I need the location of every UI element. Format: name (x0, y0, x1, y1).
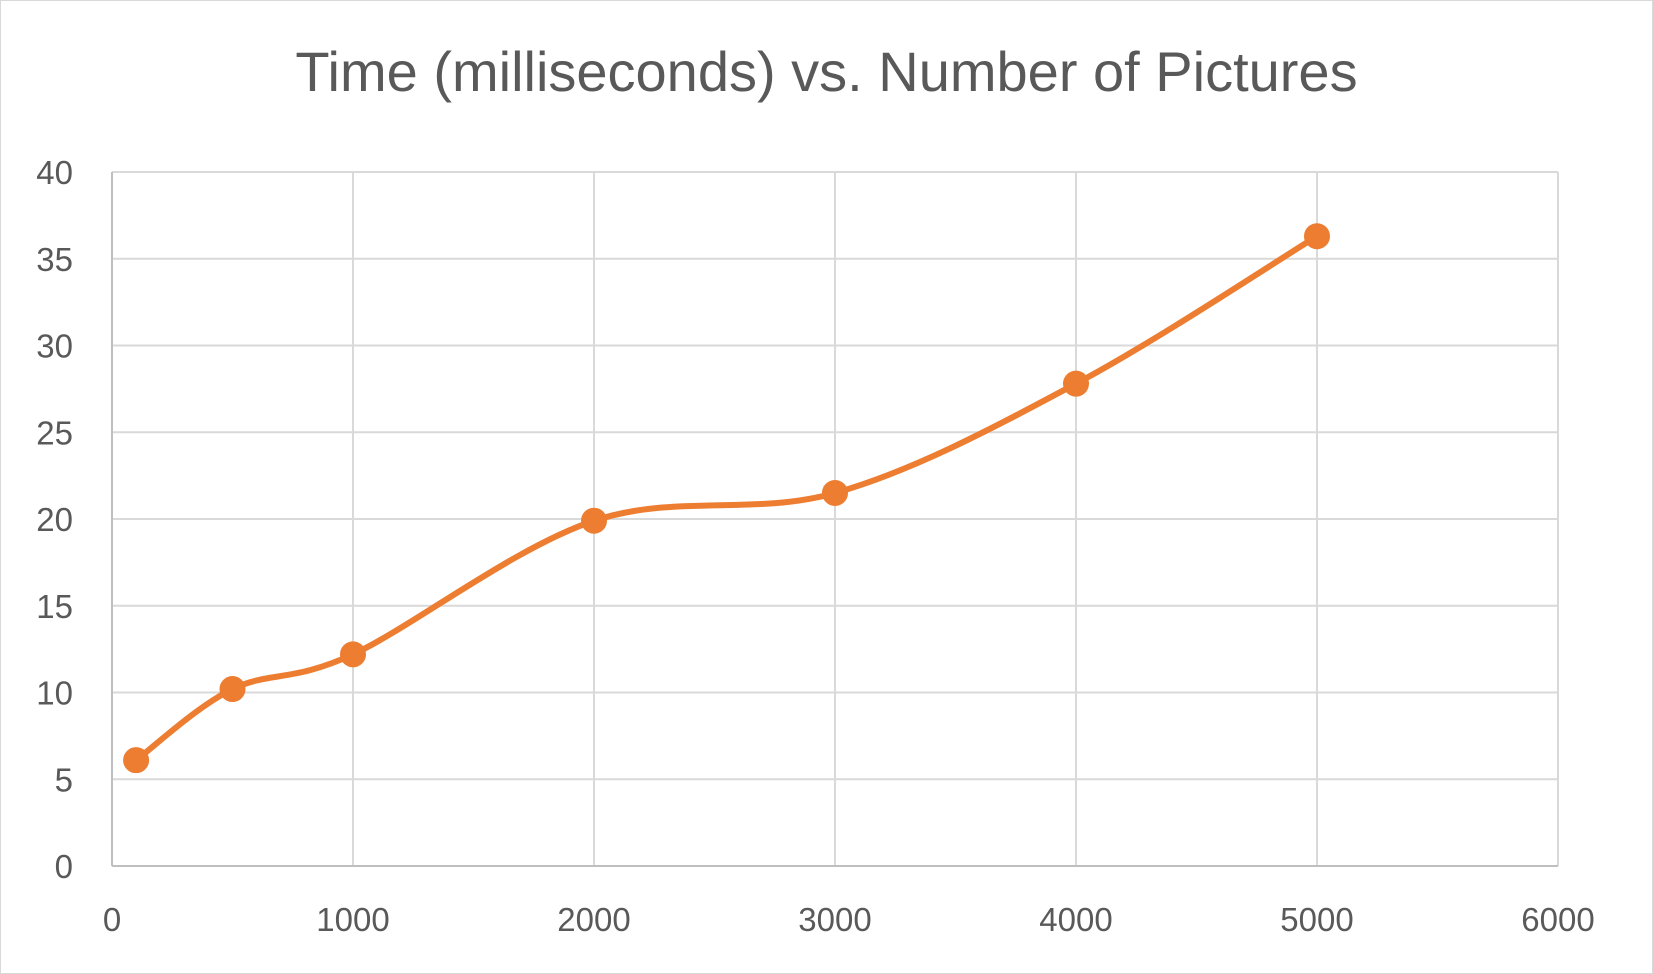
x-tick-label: 0 (103, 901, 121, 938)
data-point-marker (1304, 223, 1330, 250)
axis-layer (111, 172, 1558, 867)
data-point-marker (123, 747, 150, 774)
y-tick-label: 10 (36, 675, 73, 712)
x-tick-label: 6000 (1521, 901, 1594, 938)
chart-title: Time (milliseconds) vs. Number of Pictur… (295, 40, 1358, 103)
x-tick-label: 2000 (557, 901, 630, 938)
y-tick-label: 20 (36, 501, 73, 538)
data-point-marker (581, 507, 607, 534)
data-point-marker (340, 641, 366, 668)
y-tick-label: 15 (36, 588, 73, 625)
tick-label-layer: 0 5 10 15 20 25 30 35 40 0 1000 2000 3000 4000 5000 600… (36, 154, 1594, 938)
x-tick-label: 4000 (1039, 901, 1112, 938)
x-tick-label: 1000 (316, 901, 389, 938)
y-tick-label: 25 (36, 414, 73, 451)
y-tick-label: 0 (55, 848, 73, 885)
series-layer (123, 223, 1330, 774)
y-tick-label: 35 (36, 241, 73, 278)
data-point-marker (219, 676, 246, 703)
y-tick-label: 5 (55, 761, 73, 798)
y-tick-label: 40 (36, 154, 73, 191)
grid-layer (112, 171, 1559, 866)
y-tick-label: 30 (36, 328, 73, 365)
data-point-marker (1063, 370, 1089, 397)
x-tick-label: 5000 (1280, 901, 1353, 938)
series-line (133, 233, 1320, 764)
x-tick-label: 3000 (798, 901, 871, 938)
data-point-marker (822, 479, 848, 506)
